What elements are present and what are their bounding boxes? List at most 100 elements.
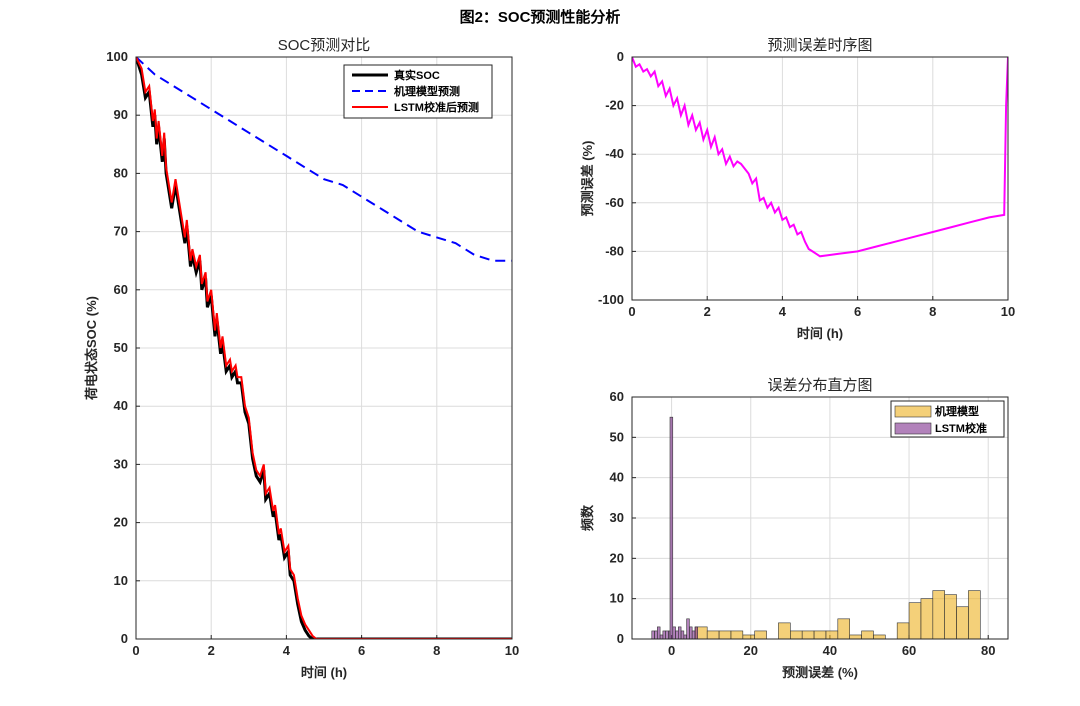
soc-series-1 — [136, 57, 512, 262]
soc-xtick-label: 0 — [132, 643, 139, 658]
soc-frame — [135, 56, 513, 640]
hist-bar-1-16 — [694, 626, 699, 640]
err-ytick-label: 0 — [617, 49, 624, 64]
hist-xtick-label: 60 — [902, 643, 916, 658]
hist-bar-0-21 — [968, 590, 981, 640]
hist-bar-0-10 — [825, 630, 839, 640]
hist-bar-1-0 — [651, 630, 655, 640]
hist-bar-0-14 — [873, 634, 886, 640]
soc-ytick-label: 40 — [114, 398, 128, 413]
figure-title: 图2：SOC预测性能分析 — [460, 8, 621, 26]
err-ytick-label: -80 — [605, 243, 624, 258]
err-ytick-label: -60 — [605, 195, 624, 210]
hist-bar-1-8 — [672, 626, 676, 640]
hist-legend-swatch-1 — [894, 422, 932, 435]
hist-bar-1-14 — [689, 626, 693, 640]
hist-bar-1-15 — [691, 630, 696, 640]
soc-ytick-label: 30 — [114, 456, 128, 471]
err-ytick-label: -20 — [605, 98, 624, 113]
err-xtick-label: 4 — [779, 304, 787, 319]
hist-bar-1-11 — [680, 630, 685, 640]
soc-legend-label-2: LSTM校准后预测 — [394, 100, 479, 114]
hist-xlabel: 预测误差 (%) — [782, 665, 858, 680]
soc-xtick-label: 10 — [505, 643, 519, 658]
soc-xtick-label: 2 — [208, 643, 215, 658]
hist-ytick-label: 20 — [610, 550, 624, 565]
hist-bar-0-19 — [944, 594, 957, 640]
hist-bar-1-10 — [678, 626, 682, 640]
soc-ytick-label: 20 — [114, 515, 128, 530]
hist-bar-1-13 — [686, 618, 690, 640]
hist-xtick-label: 20 — [744, 643, 758, 658]
hist-bar-1-2 — [657, 626, 661, 640]
hist-bar-0-5 — [754, 630, 767, 640]
soc-series-2 — [136, 57, 512, 639]
soc-xtick-label: 6 — [358, 643, 365, 658]
hist-bar-1-3 — [659, 634, 664, 640]
soc-ytick-label: 50 — [114, 340, 128, 355]
err-series-0 — [632, 57, 1008, 258]
hist-bar-0-11 — [837, 618, 850, 640]
hist-bar-0-8 — [801, 630, 815, 640]
soc-legend-label-0: 真实SOC — [394, 68, 440, 82]
err-xtick-label: 10 — [1001, 304, 1015, 319]
hist-xtick-label: 40 — [823, 643, 837, 658]
err-plot-area — [632, 57, 1008, 300]
hist-legend: 机理模型 LSTM校准 — [890, 400, 1005, 438]
err-xtick-label: 2 — [704, 304, 711, 319]
hist-bar-0-3 — [730, 630, 744, 640]
err-ylabel: 预测误差 (%) — [580, 141, 595, 217]
err-frame — [631, 56, 1009, 301]
err-xlabel: 时间 (h) — [797, 326, 843, 341]
soc-ytick-label: 70 — [114, 224, 128, 239]
hist-bar-0-4 — [742, 634, 755, 640]
err-ytick-label: -40 — [605, 146, 624, 161]
soc-ytick-label: 10 — [114, 573, 128, 588]
hist-bar-0-2 — [718, 630, 732, 640]
hist-frame — [631, 396, 1009, 640]
hist-bar-0-15 — [896, 622, 910, 640]
soc-xlabel: 时间 (h) — [301, 665, 347, 680]
hist-ytick-label: 0 — [617, 631, 624, 646]
hist-bar-0-13 — [861, 630, 874, 640]
soc-ytick-label: 80 — [114, 165, 128, 180]
hist-bar-0-7 — [790, 630, 803, 640]
hist-xtick-label: 0 — [668, 643, 675, 658]
err-xtick-label: 0 — [628, 304, 635, 319]
hist-ytick-label: 40 — [610, 470, 624, 485]
hist-bar-0-17 — [920, 598, 934, 640]
soc-xtick-label: 8 — [433, 643, 440, 658]
hist-bar-1-1 — [654, 630, 658, 640]
soc-ytick-label: 90 — [114, 107, 128, 122]
hist-ytick-label: 10 — [610, 591, 624, 606]
hist-xtick-label: 80 — [981, 643, 995, 658]
soc-xtick-label: 4 — [283, 643, 291, 658]
err-ytick-label: -100 — [598, 292, 624, 307]
hist-bar-1-5 — [665, 630, 669, 640]
hist-title: 误差分布直方图 — [767, 377, 872, 394]
hist-bar-1-4 — [662, 630, 666, 640]
hist-ylabel: 频数 — [580, 504, 595, 531]
hist-ytick-label: 50 — [610, 429, 624, 444]
hist-bar-1-9 — [675, 630, 679, 640]
hist-bar-0-16 — [908, 602, 922, 640]
soc-legend: 真实SOC 机理模型预测 LSTM校准后预测 — [343, 64, 493, 119]
hist-bar-0-12 — [849, 634, 862, 640]
soc-title: SOC预测对比 — [278, 37, 371, 54]
hist-bar-0-6 — [778, 622, 791, 640]
hist-bar-0-18 — [932, 590, 945, 640]
hist-bar-1-7 — [669, 416, 674, 640]
soc-ytick-label: 60 — [114, 282, 128, 297]
hist-ytick-label: 60 — [610, 389, 624, 404]
hist-legend-label-0: 机理模型 — [935, 404, 979, 418]
soc-ylabel: 荷电状态SOC (%) — [84, 296, 99, 401]
hist-legend-swatch-0 — [894, 405, 932, 418]
hist-bar-0-1 — [706, 630, 720, 640]
hist-legend-label-1: LSTM校准 — [935, 421, 987, 435]
err-title: 预测误差时序图 — [767, 37, 872, 54]
hist-ytick-label: 30 — [610, 510, 624, 525]
soc-ytick-label: 0 — [121, 631, 128, 646]
